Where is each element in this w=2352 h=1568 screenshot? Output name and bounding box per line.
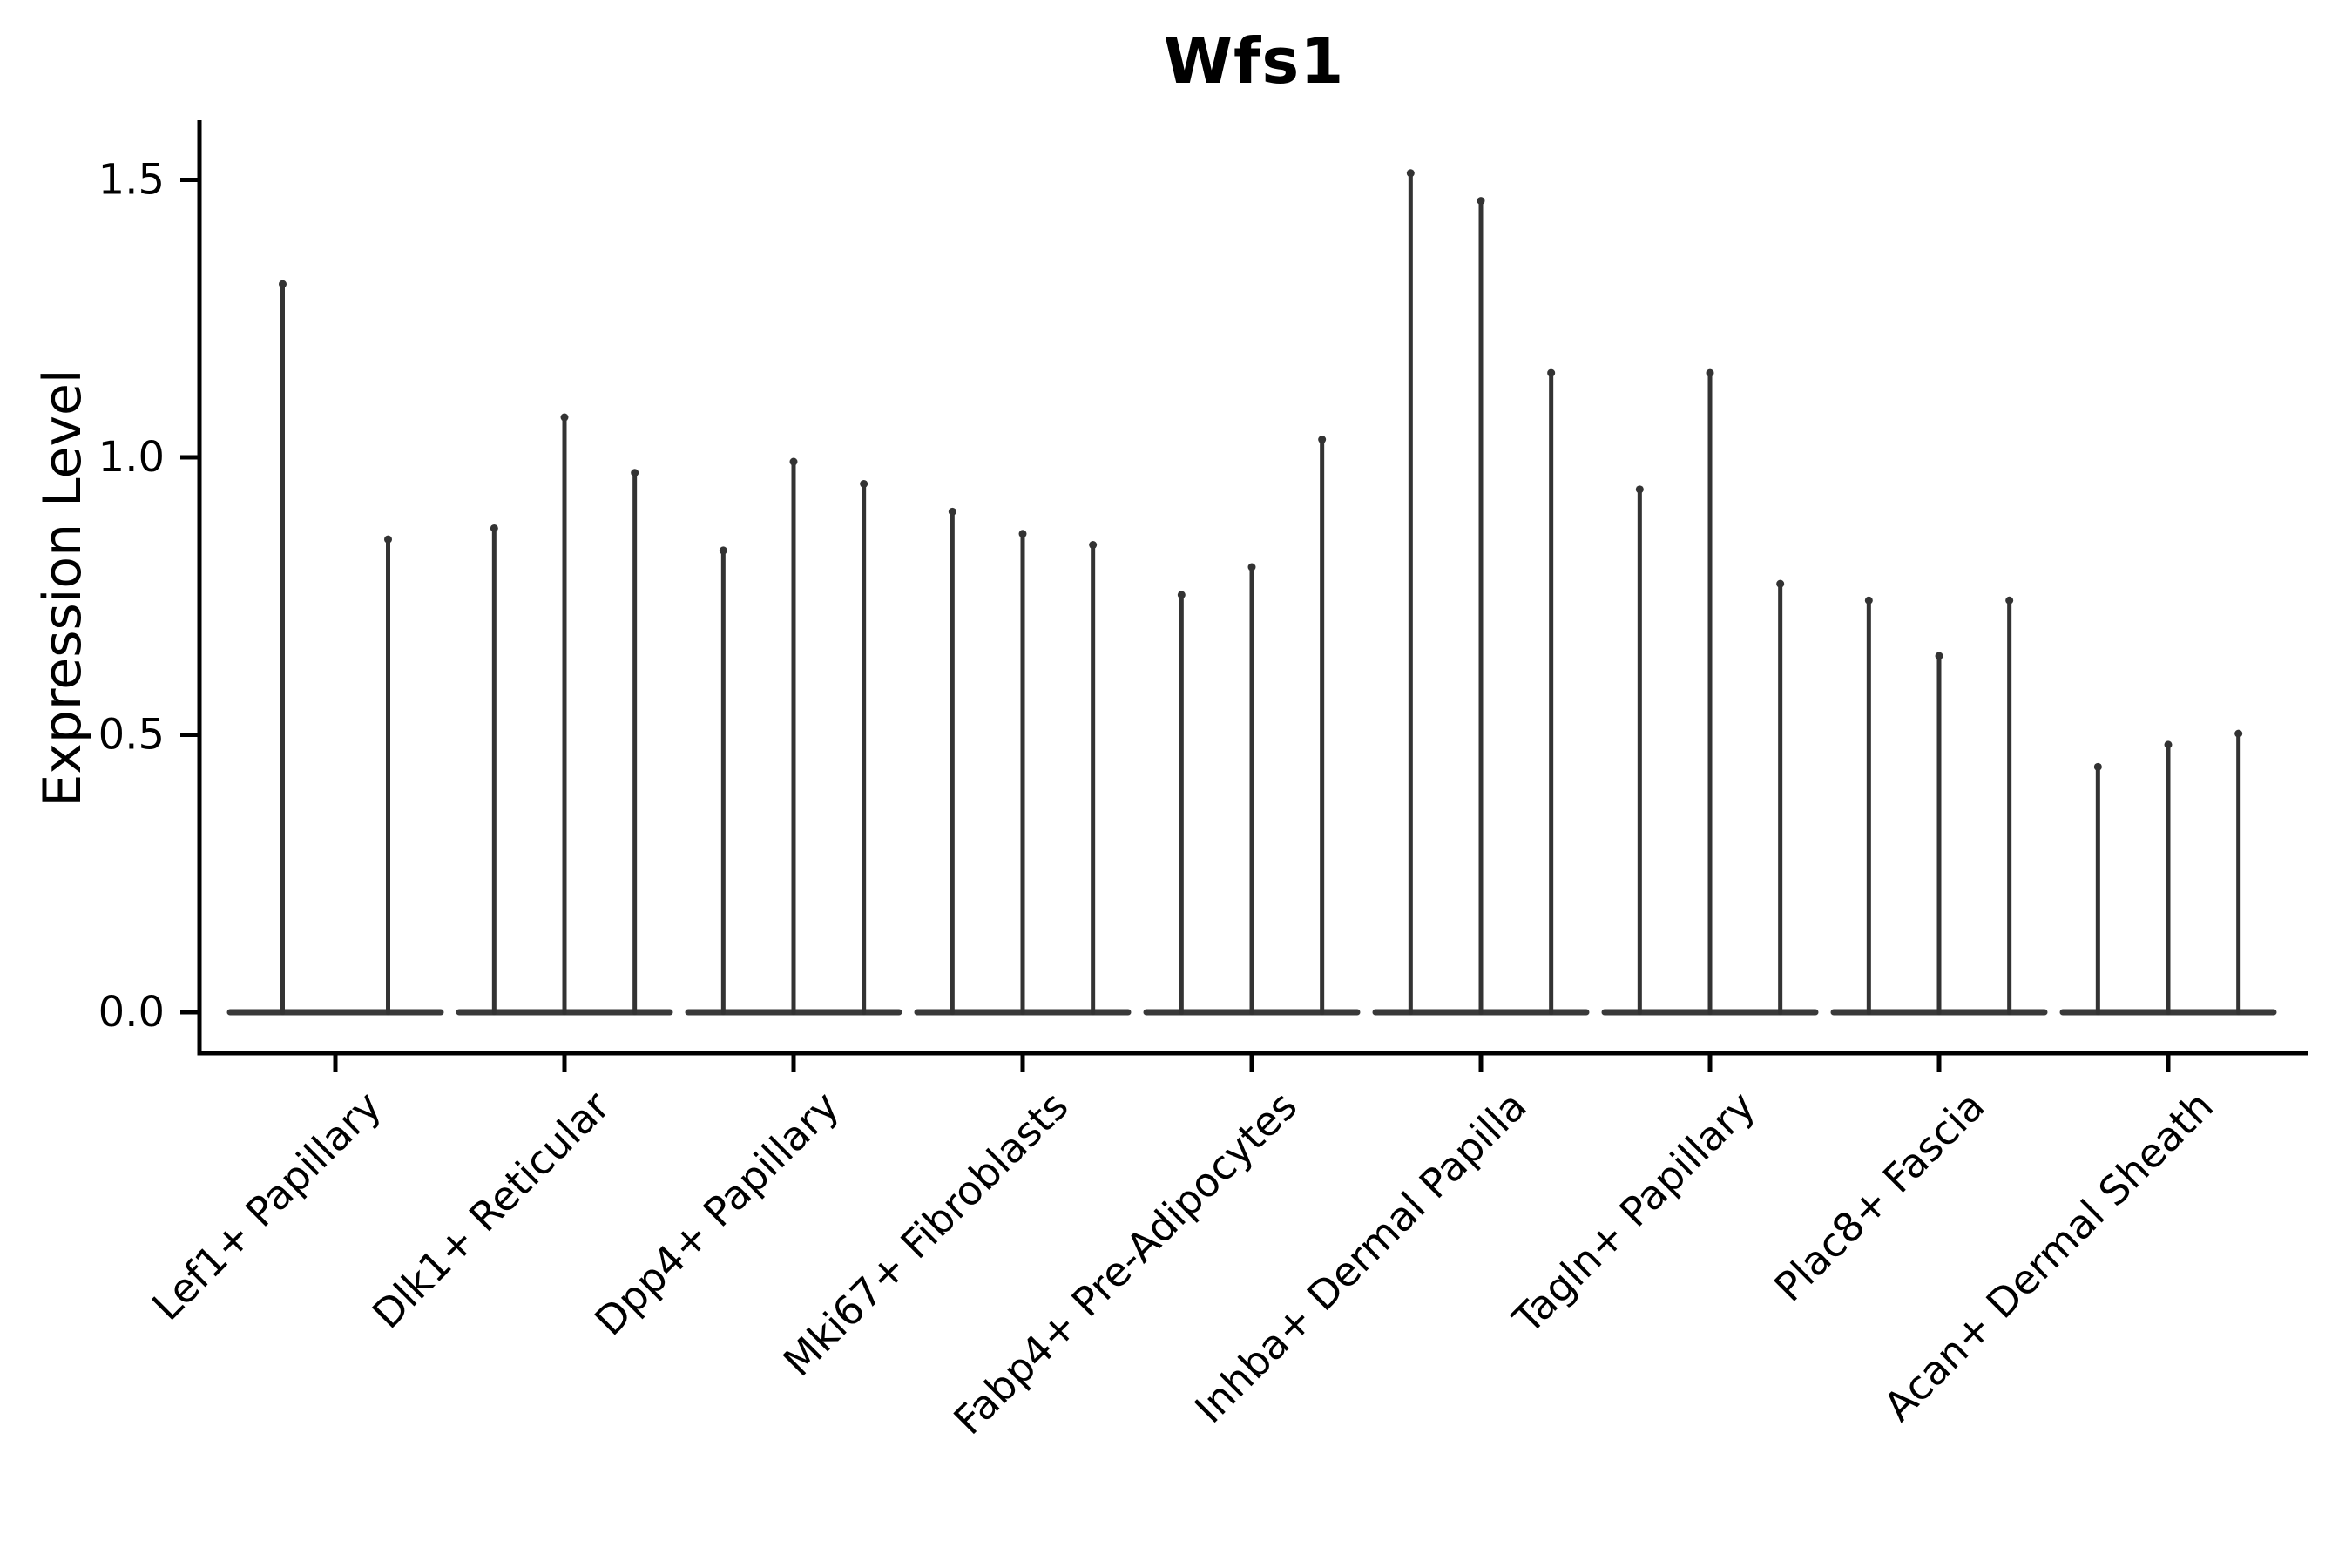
violin-tip: [1635, 485, 1644, 494]
violin-tip: [860, 479, 868, 488]
violin-tip: [560, 413, 569, 422]
violin-tip: [1776, 579, 1785, 588]
violin-tip: [279, 280, 287, 288]
y-tick-label: 1.5: [98, 156, 165, 205]
y-tick-label: 0.5: [98, 711, 165, 760]
violin-tip: [1247, 563, 1256, 571]
violin-tip: [1935, 652, 1943, 660]
violin-tip: [1018, 530, 1027, 538]
violin-tip: [631, 469, 639, 477]
violin-tip: [2164, 740, 2173, 749]
violin-tip: [948, 507, 956, 516]
violin-tip: [1406, 169, 1415, 178]
violin-tip: [1177, 591, 1186, 599]
violin-tip: [2234, 729, 2243, 738]
violin-tip: [1089, 541, 1098, 550]
violin-tip: [1547, 368, 1556, 377]
violin-tip: [2005, 596, 2014, 605]
y-tick-label: 1.0: [98, 433, 165, 482]
violin-tip: [384, 535, 392, 544]
violin-tip: [1864, 596, 1873, 605]
violin-tip: [1477, 197, 1485, 206]
violin-tip: [1318, 436, 1327, 444]
violin-tip: [490, 524, 498, 532]
violin-tip: [2093, 762, 2102, 771]
y-tick-label: 0.0: [98, 988, 165, 1037]
violin-tip: [1706, 368, 1714, 377]
plot-title: Wfs1: [1163, 24, 1345, 98]
violin-tip: [719, 546, 727, 555]
violin-tip: [789, 457, 798, 466]
